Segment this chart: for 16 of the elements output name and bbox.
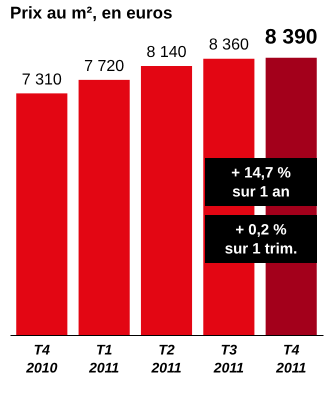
x-tick-label: T4 2011	[275, 342, 306, 376]
data-label: 8 140	[146, 44, 187, 61]
bar	[78, 80, 130, 335]
data-label: 8 360	[208, 36, 249, 54]
annotation: + 14,7 % sur 1 an	[231, 164, 291, 200]
x-tick-label: T1 2011	[88, 342, 120, 376]
bar	[16, 93, 68, 335]
chart-title: Prix au m², en euros	[10, 4, 172, 23]
x-tick-label: T2 2011	[150, 342, 182, 376]
data-label: 8 390	[264, 26, 318, 49]
bar	[140, 66, 192, 335]
x-tick-label: T3 2011	[212, 342, 244, 376]
data-label: 7 720	[84, 58, 124, 75]
data-label: 7 310	[22, 71, 62, 88]
x-tick-label: T4 2010	[25, 342, 58, 376]
annotation: + 0,2 % sur 1 trim.	[224, 222, 298, 258]
